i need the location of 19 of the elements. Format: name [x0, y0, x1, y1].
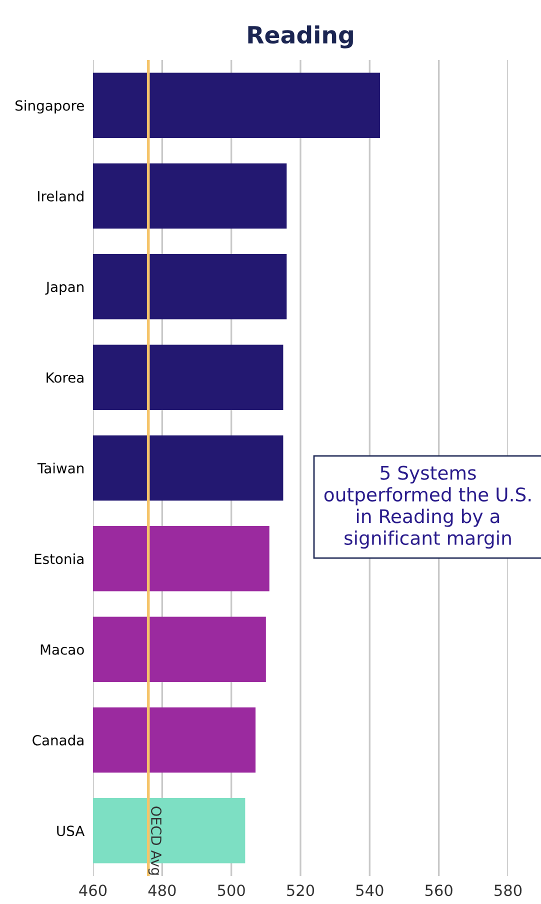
y-tick-label: Canada: [32, 734, 84, 746]
x-tick-label: 480: [148, 884, 176, 896]
annotation: 5 Systems outperformed the U.S. in Reading by a significant margin: [324, 466, 531, 549]
x-tick-label: 560: [425, 884, 452, 896]
x-tick-label: 500: [218, 884, 245, 896]
y-tick-label: Japan: [45, 282, 84, 295]
x-tick-label: 540: [356, 884, 384, 896]
x-tick-label: 520: [287, 884, 314, 896]
ref-line-label: OECD Avg: [148, 806, 162, 875]
y-tick-label: Singapore: [16, 100, 84, 114]
y-tick-label: Macao: [40, 644, 84, 655]
x-tick-label: 460: [79, 884, 107, 896]
y-tick-label: USA: [57, 826, 85, 836]
y-tick-label: Ireland: [38, 190, 84, 202]
y-tick-label: Taiwan: [37, 462, 84, 474]
chart-title: Reading: [248, 25, 353, 48]
y-tick-label: Estonia: [34, 553, 84, 564]
y-tick-label: Korea: [46, 372, 84, 383]
x-tick-label: 580: [494, 884, 522, 896]
